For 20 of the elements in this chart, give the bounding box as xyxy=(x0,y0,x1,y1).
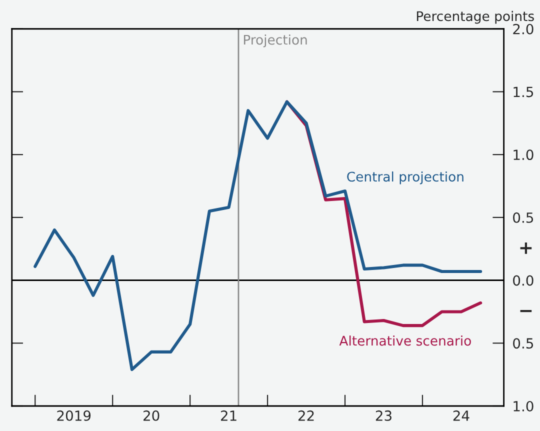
x-tick-label: 21 xyxy=(220,410,236,421)
y-tick-label: 0.0 xyxy=(513,275,534,286)
x-tick-label: 22 xyxy=(298,410,314,421)
y-tick-label: 0.5 xyxy=(513,338,534,349)
text: + xyxy=(520,242,532,254)
x-tick-label: 23 xyxy=(376,410,392,421)
x-tick-label: 2019 xyxy=(57,410,91,421)
line-series xyxy=(34,100,482,372)
text: − xyxy=(520,310,532,312)
x-tick-label: 20 xyxy=(144,410,160,421)
y-tick-label: 1.0 xyxy=(514,400,534,412)
x-tick-label: 24 xyxy=(453,410,470,421)
y-tick-label: 1.5 xyxy=(514,86,534,98)
series-label: Alternative scenario xyxy=(339,336,471,346)
y-axis-title: Percentage points xyxy=(416,10,534,24)
series-label: Central projection xyxy=(347,171,464,184)
y-tick-label: 0.5 xyxy=(513,212,534,223)
annotation: Projection xyxy=(244,34,307,48)
y-tick-label: 2.0 xyxy=(513,24,534,34)
y-tick-label: 1.0 xyxy=(514,150,534,160)
